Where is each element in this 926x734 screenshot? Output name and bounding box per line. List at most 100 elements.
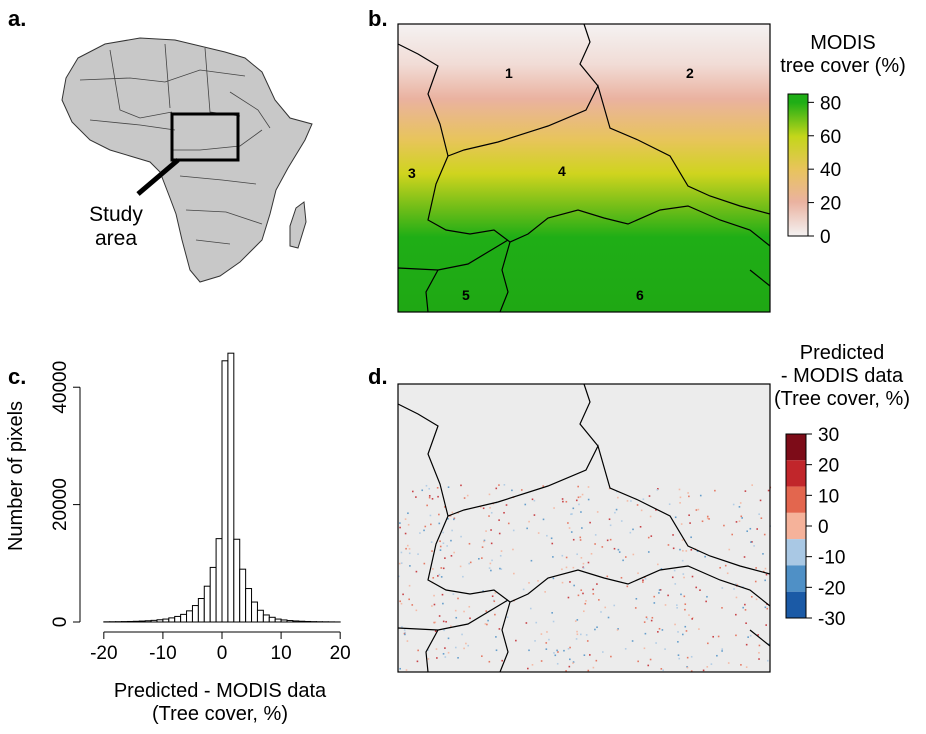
histogram-bar — [144, 620, 152, 623]
histogram-bar — [251, 601, 258, 623]
histogram-axes: -20 -10 0 10 20 0 20000 40000 — [50, 361, 351, 664]
tree-cover-legend-title-line2: tree cover (%) — [780, 55, 906, 77]
histogram-bar — [126, 620, 134, 623]
residual-legend-tick: -20 — [818, 578, 845, 599]
residual-map-fill — [398, 384, 770, 672]
histogram-bar — [280, 619, 288, 623]
histogram-bar — [138, 620, 146, 623]
histogram-bar — [298, 620, 306, 623]
residual-legend-swatch — [786, 591, 806, 618]
tree-cover-fill — [398, 24, 770, 312]
histogram-bar — [304, 620, 312, 623]
study-area-label-line1: Study — [89, 203, 143, 226]
histogram-bars — [103, 352, 341, 623]
residual-legend-swatch — [786, 539, 806, 566]
panel-a-label: a. — [8, 6, 27, 31]
histogram-bar — [221, 360, 229, 623]
residual-speckles — [398, 484, 772, 672]
x-tick-label: 10 — [271, 643, 292, 664]
histogram-bar — [274, 618, 282, 623]
y-tick-label: 40000 — [50, 361, 71, 414]
residual-legend-title-line3: (Tree cover, %) — [774, 388, 910, 410]
region-label-6: 6 — [636, 287, 644, 303]
tree-cover-legend-tick: 0 — [820, 227, 831, 248]
residual-legend-title-line2: - MODIS data — [780, 365, 904, 387]
histogram-bar — [239, 568, 247, 623]
residual-legend-title: Predicted - MODIS data (Tree cover, %) — [760, 342, 924, 411]
residual-legend-tick: 0 — [818, 517, 829, 538]
residual-legend-swatch — [786, 512, 806, 540]
histogram-bar — [268, 616, 276, 623]
histogram-bar — [203, 585, 211, 623]
histogram-bar — [292, 620, 300, 623]
tree-cover-map: 1 2 3 4 5 6 — [397, 23, 771, 313]
map-borders-d — [397, 383, 771, 673]
histogram-bar — [215, 538, 223, 623]
tree-cover-legend-tick: 40 — [820, 160, 841, 181]
panel-b-label: b. — [368, 6, 388, 31]
y-tick-label: 0 — [50, 617, 71, 628]
histogram-bar — [286, 620, 294, 623]
histogram-chart: Number of pixels -20 -10 0 10 20 0 20000 40000 — [5, 352, 351, 664]
madagascar-outline — [289, 201, 307, 249]
study-area-label: Study area — [76, 203, 156, 251]
tree-cover-legend: 80 60 40 20 0 — [787, 93, 841, 248]
residual-legend-swatch — [786, 434, 806, 461]
region-label-3: 3 — [408, 165, 416, 181]
histogram-bar — [245, 588, 253, 623]
tree-cover-legend-bar — [787, 93, 809, 237]
histogram-bar — [197, 598, 205, 623]
histogram-bar — [156, 619, 164, 623]
histogram-bar — [209, 566, 217, 623]
residual-legend-tick: 20 — [818, 456, 839, 477]
x-axis-label-line1: Predicted - MODIS data — [113, 680, 327, 702]
residual-legend: 30 20 10 0 -10 -20 -30 — [785, 425, 845, 630]
residual-legend-swatch — [786, 565, 806, 592]
tree-cover-legend-tick: 80 — [820, 93, 841, 114]
histogram-bar — [233, 538, 241, 623]
histogram-bar — [162, 618, 170, 623]
x-tick-label: 20 — [330, 643, 351, 664]
study-area-box — [170, 112, 240, 162]
study-area-label-line2: area — [94, 227, 138, 251]
africa-map — [61, 37, 313, 283]
x-tick-label: 0 — [217, 643, 228, 664]
residual-legend-tick: 10 — [818, 486, 839, 507]
residual-legend-swatch — [786, 460, 806, 487]
tree-cover-legend-title-line1: MODIS — [810, 32, 876, 54]
histogram-bar — [180, 613, 188, 623]
residual-map — [397, 383, 772, 673]
region-label-2: 2 — [686, 65, 694, 81]
region-label-4: 4 — [558, 163, 566, 179]
y-tick-label: 20000 — [50, 478, 71, 531]
histogram-bar — [186, 610, 193, 623]
histogram-bar — [191, 605, 199, 623]
residual-legend-tick: -10 — [818, 548, 845, 569]
region-label-5: 5 — [462, 287, 470, 303]
residual-legend-title-line1: Predicted — [799, 342, 885, 364]
residual-legend-tick: -30 — [818, 609, 845, 630]
residual-legend-tick: 30 — [818, 425, 839, 446]
histogram-bar — [168, 617, 176, 623]
histogram-bar — [174, 615, 182, 623]
histogram-bar — [150, 619, 158, 623]
map-borders-b — [397, 23, 771, 313]
x-tick-label: -10 — [149, 643, 176, 664]
residual-legend-swatch — [786, 486, 806, 513]
tree-cover-legend-tick: 60 — [820, 127, 841, 148]
panel-d-label: d. — [368, 364, 388, 389]
x-axis-label-line2: (Tree cover, %) — [152, 703, 288, 725]
histogram-bar — [227, 352, 235, 623]
x-axis-label: Predicted - MODIS data (Tree cover, %) — [70, 680, 370, 726]
histogram-bar — [262, 614, 270, 623]
tree-cover-legend-title: MODIS tree cover (%) — [772, 32, 914, 78]
region-label-1: 1 — [505, 65, 513, 81]
panel-c-label: c. — [8, 364, 27, 389]
study-area-pointer — [136, 158, 180, 196]
y-axis-label: Number of pixels — [5, 401, 27, 551]
tree-cover-legend-tick: 20 — [820, 194, 841, 215]
histogram-bar — [132, 620, 140, 623]
country-borders — [79, 43, 271, 245]
x-tick-label: -20 — [90, 643, 117, 664]
histogram-bar — [256, 609, 264, 623]
